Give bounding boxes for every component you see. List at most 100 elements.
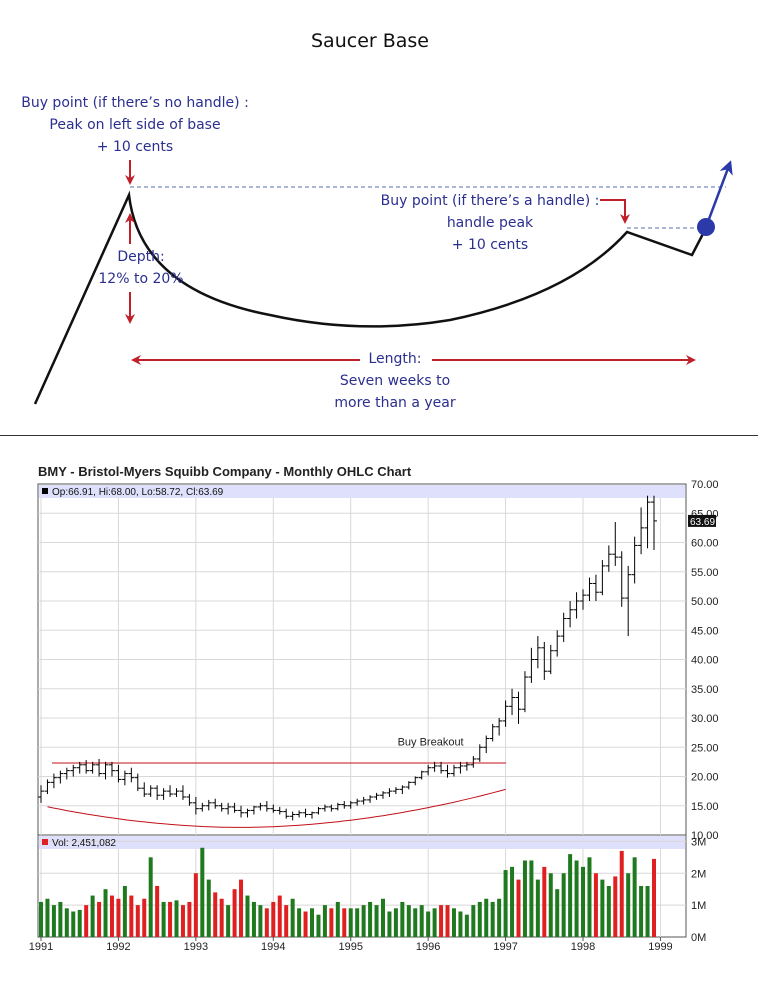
last-value-label: 63.69 [690,517,715,528]
ohlc-bar [173,788,180,797]
volume-bar [587,857,592,937]
ohlc-bar [580,589,587,610]
volume-bar [516,879,521,937]
ohlc-bar [599,560,606,596]
volume-bar [400,901,405,937]
volume-bar [109,895,114,937]
price-tick-label: 15.00 [691,801,719,813]
last-value-tag [688,514,716,527]
x-tick-label: 1992 [106,941,130,953]
ohlc-bar [347,801,354,809]
ohlc-bar [128,767,135,783]
ohlc-bar [186,794,193,806]
volume-bar [568,854,573,937]
ohlc-bar [412,776,419,786]
price-tick-label: 10.00 [691,830,719,842]
ohlc-bar [238,805,245,818]
volume-bar [264,908,269,937]
breakout-arrow [704,160,733,228]
volume-bar [245,895,250,937]
ohlc-bar [379,791,386,799]
ohlc-bar [334,802,341,811]
price-tick-label: 60.00 [691,538,719,550]
volume-tick-label: 2M [691,868,706,880]
volume-bar [103,889,108,937]
depth-label: Depth: 12% to 20% [98,249,184,287]
volume-bar [529,860,534,937]
ohlc-bar [321,804,328,812]
volume-bar [555,889,560,937]
volume-bar [284,905,289,937]
volume-tick-label: 1M [691,900,706,912]
volume-bar [161,901,166,937]
ohlc-bar [199,802,206,812]
volume-bar [471,905,476,937]
ohlc-bar [57,770,64,784]
ohlc-bar [250,805,257,815]
volume-bar [51,905,56,937]
ohlc-bar [147,785,154,797]
volume-bar [129,895,134,937]
x-tick-label: 1997 [493,941,517,953]
volume-bar [168,901,173,937]
volume-bar [213,892,218,937]
volume-bar [387,911,392,937]
saucer-trendline [47,788,506,828]
ohlc-bar [315,806,322,815]
ohlc-bar [541,641,548,680]
saucer-base-diagram [33,160,733,405]
ohlc-bar [483,735,490,754]
x-tick-label: 1998 [571,941,595,953]
volume-bar [271,901,276,937]
volume-bar [368,901,373,937]
volume-bar [490,901,495,937]
volume-bar [45,898,50,937]
ohlc-bar [63,767,70,780]
volume-bar [574,860,579,937]
ohlc-bar [489,723,496,742]
handle-buy-arrow [600,199,630,224]
volume-bar [97,901,102,937]
volume-bar [116,898,121,937]
volume-bar [548,873,553,937]
ohlc-bar [476,744,483,762]
ohlc-bar [38,785,44,803]
volume-bar [290,898,295,937]
volume-bar [522,860,527,937]
price-tick-label: 35.00 [691,684,719,696]
ohlc-bar [547,644,554,675]
volume-bar [193,873,198,937]
ohlc-bar [296,810,303,818]
volume-bar [135,905,140,937]
volume-bar [439,905,444,937]
ohlc-bar [438,761,445,774]
ohlc-bar [515,691,522,724]
ohlc-bar [102,761,109,780]
price-tick-label: 55.00 [691,567,719,579]
volume-bar [561,873,566,937]
volume-bar [593,873,598,937]
ohlc-bar [231,802,238,813]
ohlc-bar [470,756,477,768]
volume-legend-band [39,836,685,849]
volume-bar [432,908,437,937]
price-tick-label: 50.00 [691,596,719,608]
volume-bar [484,898,489,937]
ohlc-bar [360,796,367,805]
ohlc-bar [115,764,122,783]
ohlc-bar [205,799,212,811]
ohlc-bar [631,536,638,584]
ohlc-bar [212,798,219,809]
ohlc-bar [405,781,412,790]
volume-bar [600,879,605,937]
ohlc-bar [244,808,251,818]
ohlc-bar [431,761,438,772]
volume-bar [71,911,76,937]
price-legend-swatch [42,488,48,494]
ohlc-bar [225,802,232,815]
ohlc-bar [425,764,432,776]
ohlc-bar [386,788,393,797]
ohlc-bar [96,758,103,777]
volume-legend: Vol: 2,451,082 [52,838,116,849]
volume-bar [277,895,282,937]
